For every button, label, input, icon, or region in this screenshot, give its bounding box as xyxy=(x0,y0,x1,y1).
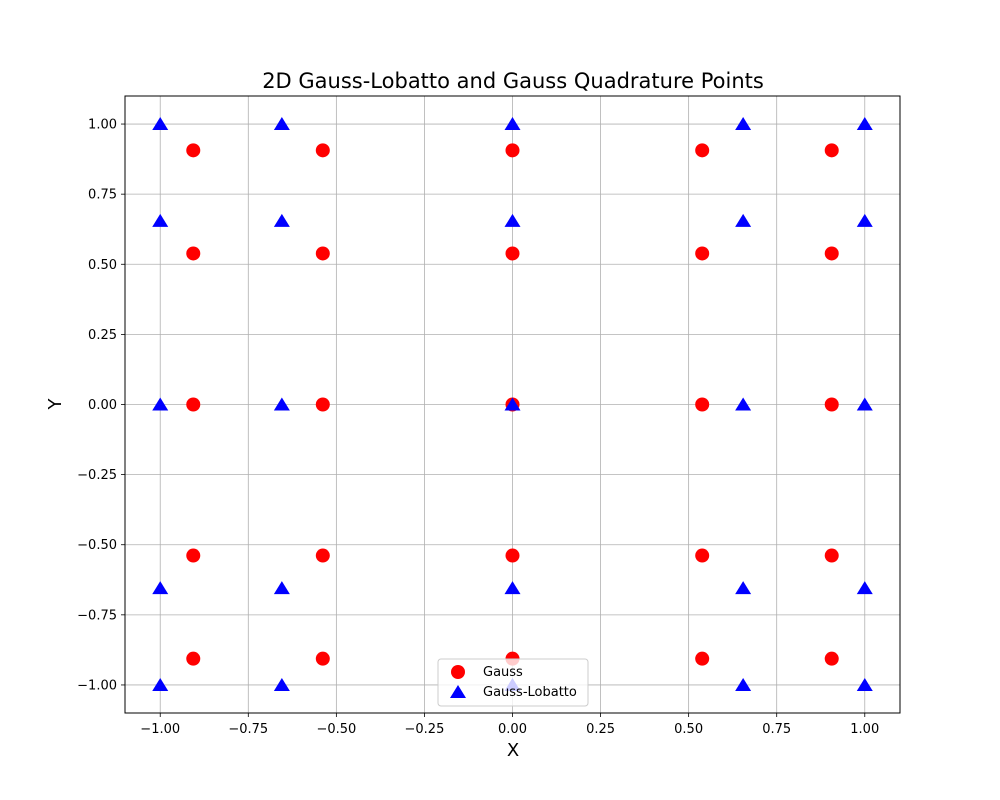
gauss-lobatto-point xyxy=(856,581,873,595)
gauss-point xyxy=(186,651,201,666)
gauss-point xyxy=(315,143,330,158)
gauss-lobatto-point xyxy=(273,117,290,131)
x-tick-label: 0.50 xyxy=(674,722,703,737)
y-tick-label: −0.75 xyxy=(77,608,117,623)
legend-box xyxy=(437,658,589,707)
gauss-lobatto-point xyxy=(152,581,169,595)
legend-gauss-label: Gauss xyxy=(483,665,523,680)
gauss-point xyxy=(824,548,839,563)
y-tick-label: −1.00 xyxy=(77,678,117,693)
gauss-lobatto-point xyxy=(735,117,752,131)
gauss-point xyxy=(315,397,330,412)
legend-gauss-lobatto-label: Gauss-Lobatto xyxy=(483,685,577,700)
y-tick-label: 0.50 xyxy=(88,258,117,273)
y-tick-label: 1.00 xyxy=(88,118,117,133)
gauss-lobatto-point xyxy=(856,117,873,131)
x-tick-label: 0.25 xyxy=(586,722,615,737)
gauss-lobatto-point xyxy=(273,397,290,411)
gauss-lobatto-point xyxy=(273,213,290,227)
gauss-lobatto-point xyxy=(273,677,290,691)
x-tick-label: −0.25 xyxy=(405,722,445,737)
gauss-point xyxy=(695,548,710,563)
gauss-point xyxy=(186,397,201,412)
y-tick-label: 0.25 xyxy=(88,328,117,343)
gauss-point xyxy=(695,651,710,666)
gauss-point xyxy=(315,651,330,666)
chart-title: 2D Gauss-Lobatto and Gauss Quadrature Po… xyxy=(262,69,764,93)
x-tick-label: −1.00 xyxy=(140,722,180,737)
gauss-lobatto-point xyxy=(856,397,873,411)
y-tick-label: −0.50 xyxy=(77,538,117,553)
gauss-point xyxy=(695,246,710,261)
gauss-lobatto-point xyxy=(152,397,169,411)
x-tick-label: 0.00 xyxy=(498,722,527,737)
x-axis-ticks: −1.00 −0.75 −0.50 −0.25 0.00 0.25 0.50 0.75 1.00 xyxy=(140,713,879,737)
y-tick-label: 0.00 xyxy=(88,398,117,413)
x-tick-label: 1.00 xyxy=(850,722,879,737)
gauss-point xyxy=(695,143,710,158)
legend-gauss-lobatto-marker xyxy=(450,685,466,698)
gauss-point xyxy=(824,143,839,158)
x-tick-label: 0.75 xyxy=(762,722,791,737)
gauss-lobatto-point xyxy=(856,213,873,227)
gauss-point xyxy=(315,548,330,563)
gauss-lobatto-point xyxy=(856,677,873,691)
y-tick-label: 0.75 xyxy=(88,188,117,203)
legend-gauss-marker xyxy=(451,665,465,679)
x-tick-label: −0.75 xyxy=(228,722,268,737)
gauss-point xyxy=(824,397,839,412)
x-tick-label: −0.50 xyxy=(316,722,356,737)
gauss-point xyxy=(186,246,201,261)
legend: Gauss Gauss-Lobatto xyxy=(437,658,589,707)
y-axis-title: Y xyxy=(45,398,66,411)
y-tick-label: −0.25 xyxy=(77,468,117,483)
gauss-lobatto-point xyxy=(735,677,752,691)
gauss-point xyxy=(505,143,520,158)
gauss-lobatto-point xyxy=(504,213,521,227)
gauss-point xyxy=(824,246,839,261)
gauss-point xyxy=(695,397,710,412)
gauss-lobatto-point xyxy=(735,397,752,411)
gauss-lobatto-point xyxy=(504,397,521,411)
gauss-point xyxy=(505,548,520,563)
x-axis-title: X xyxy=(507,740,519,761)
gauss-lobatto-point xyxy=(504,117,521,131)
gauss-point xyxy=(505,246,520,261)
gauss-lobatto-point xyxy=(152,117,169,131)
gauss-lobatto-point xyxy=(735,213,752,227)
gauss-lobatto-point xyxy=(735,581,752,595)
gauss-point xyxy=(824,651,839,666)
gauss-lobatto-point xyxy=(504,581,521,595)
y-axis-ticks: −1.00 −0.75 −0.50 −0.25 0.00 0.25 0.50 0.75 1.00 xyxy=(77,118,125,693)
gauss-point xyxy=(186,548,201,563)
gauss-lobatto-point xyxy=(273,581,290,595)
gauss-point xyxy=(186,143,201,158)
gauss-lobatto-point xyxy=(152,677,169,691)
gauss-point xyxy=(315,246,330,261)
gauss-lobatto-point xyxy=(152,213,169,227)
